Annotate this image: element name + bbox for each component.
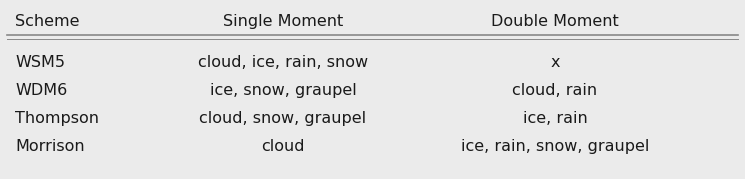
Text: WDM6: WDM6: [15, 83, 67, 98]
Text: ice, snow, graupel: ice, snow, graupel: [209, 83, 356, 98]
Text: Scheme: Scheme: [15, 14, 80, 29]
Text: cloud, snow, graupel: cloud, snow, graupel: [200, 111, 367, 126]
Text: Thompson: Thompson: [15, 111, 99, 126]
Text: Double Moment: Double Moment: [491, 14, 619, 29]
Text: Single Moment: Single Moment: [223, 14, 343, 29]
Text: x: x: [551, 55, 559, 70]
Text: Morrison: Morrison: [15, 139, 85, 154]
Text: ice, rain: ice, rain: [523, 111, 587, 126]
Text: cloud, rain: cloud, rain: [513, 83, 597, 98]
Text: ice, rain, snow, graupel: ice, rain, snow, graupel: [461, 139, 649, 154]
Text: cloud, ice, rain, snow: cloud, ice, rain, snow: [198, 55, 368, 70]
Text: cloud: cloud: [261, 139, 305, 154]
Text: WSM5: WSM5: [15, 55, 65, 70]
